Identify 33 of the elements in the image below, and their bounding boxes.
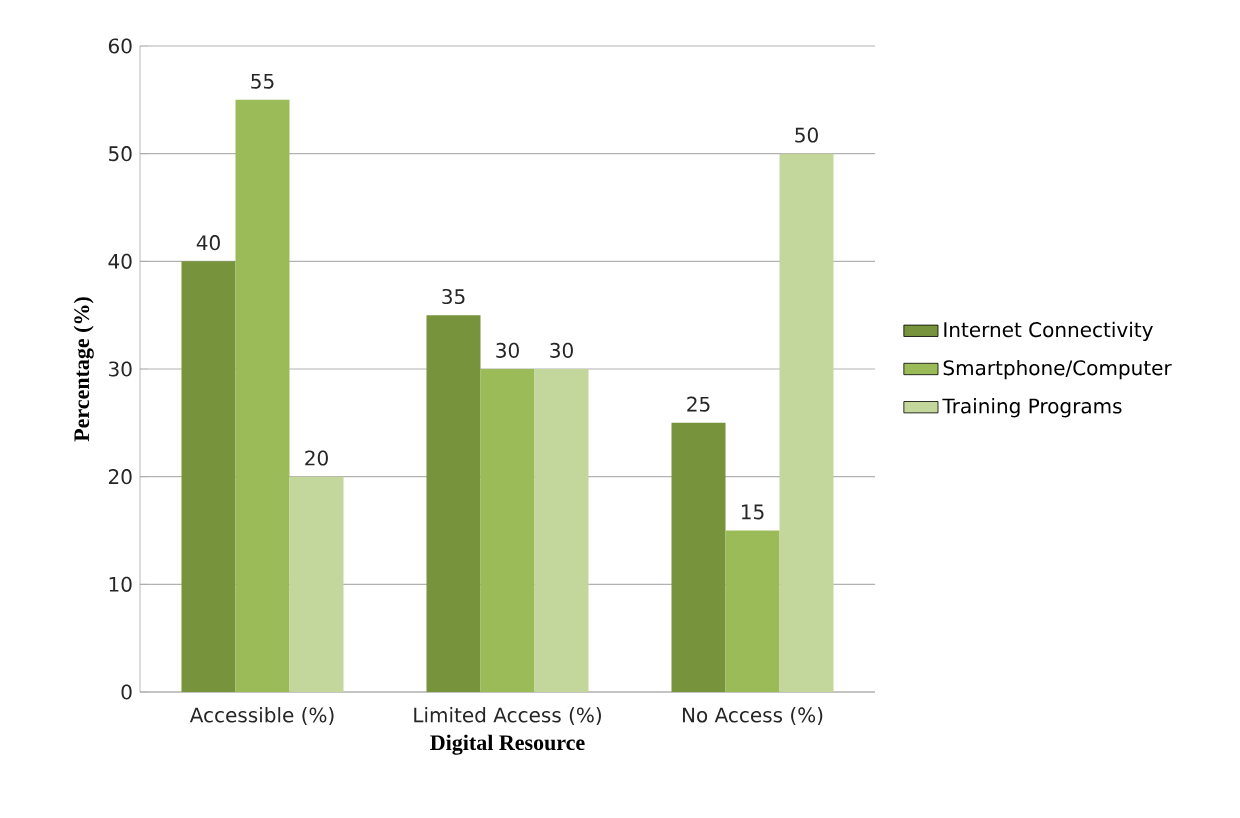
bar <box>671 422 726 692</box>
bar <box>289 476 344 692</box>
bar <box>779 153 834 692</box>
data-label: 55 <box>251 73 274 89</box>
bar <box>426 315 481 692</box>
x-tick-label: Accessible (%) <box>189 707 334 725</box>
bar <box>235 99 290 692</box>
y-tick-label: 50 <box>109 146 132 162</box>
data-label: 30 <box>496 342 519 358</box>
legend-label: Training Programs <box>942 398 1122 418</box>
y-axis-title: Percentage (%) <box>73 297 94 442</box>
y-tick-label: 20 <box>108 469 132 485</box>
data-label: 30 <box>550 342 573 358</box>
legend-label: Smartphone/Computer <box>943 359 1172 380</box>
data-label: 50 <box>795 127 818 143</box>
bar <box>534 369 589 692</box>
y-tick-label: 40 <box>108 253 132 269</box>
legend-label: Internet Connectivity <box>944 321 1153 342</box>
bar <box>480 369 535 692</box>
bar <box>181 261 236 692</box>
y-tick-label: 0 <box>121 684 132 700</box>
x-tick-label: Limited Access (%) <box>414 707 601 725</box>
x-tick-label: No Access (%) <box>682 707 823 725</box>
data-label: 35 <box>442 288 465 305</box>
data-label: 40 <box>196 235 220 251</box>
y-tick-label: 60 <box>108 38 132 54</box>
y-tick-label: 30 <box>109 361 132 377</box>
data-label: 20 <box>305 450 328 466</box>
y-tick-label: 10 <box>109 576 132 592</box>
data-label: 25 <box>687 396 710 412</box>
bar <box>725 530 780 692</box>
x-axis-title: Digital Resource <box>430 734 585 755</box>
data-label: 15 <box>741 504 764 520</box>
